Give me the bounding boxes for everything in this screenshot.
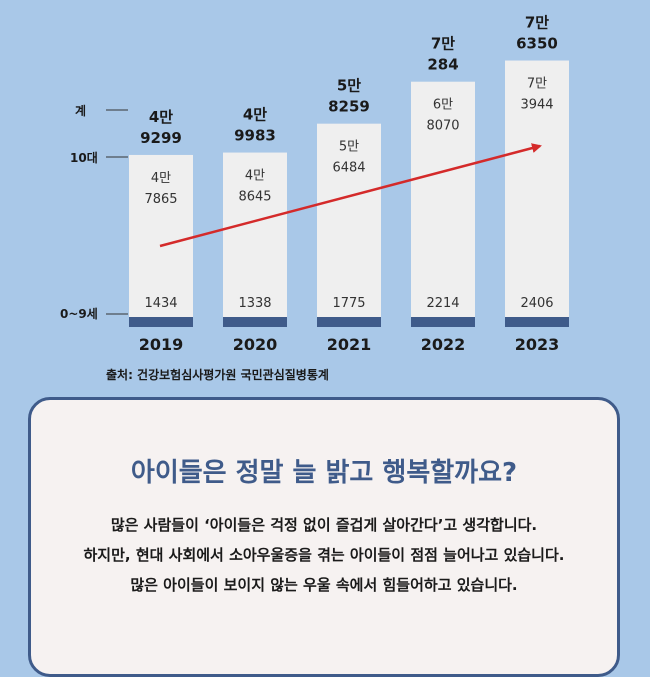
year-label-2023: 2023 [515, 335, 560, 354]
teen-label-line1: 6만 [433, 98, 453, 113]
teen-label-line1: 7만 [527, 77, 547, 92]
year-label-2020: 2020 [233, 335, 278, 354]
trend-arrow [159, 143, 542, 248]
total-label-line2: 284 [427, 56, 458, 74]
source-note: 출처: 건강보험심사평가원 국민관심질병통계 [106, 368, 329, 382]
bar-child-2019 [129, 317, 193, 327]
total-label-line2: 6350 [516, 35, 558, 53]
year-label-2021: 2021 [327, 335, 372, 354]
total-label-line2: 9983 [234, 127, 276, 145]
card-body: 많은 사람들이 ‘아이들은 걱정 없이 즐겁게 살아간다’고 생각합니다. 하지… [31, 510, 617, 600]
card-line: 많은 아이들이 보이지 않는 우울 속에서 힘들어하고 있습니다. [130, 576, 518, 594]
teen-label-line2: 6484 [332, 161, 365, 176]
depression-bar-chart: 계 10대 0~9세 4만 9299 4만 7865 1434 2019 4만 9983 4만 8… [60, 14, 569, 354]
total-label-line1: 4만 [149, 108, 173, 126]
teen-label-line1: 4만 [245, 169, 265, 184]
total-label-line1: 5만 [337, 77, 361, 95]
bar-child-2021 [317, 317, 381, 327]
teen-label-line2: 8645 [238, 190, 271, 205]
total-label-line1: 7만 [431, 35, 455, 53]
total-label-line2: 9299 [140, 129, 182, 147]
bar-teen-2019 [129, 154, 193, 317]
bar-teen-2020 [223, 152, 287, 317]
child-label: 1434 [144, 296, 177, 311]
legend-total-label: 계 [75, 103, 86, 118]
child-label: 1338 [238, 296, 271, 311]
card-title: 아이들은 정말 늘 밝고 행복할까요? [130, 458, 518, 488]
card-line: 많은 사람들이 ‘아이들은 걱정 없이 즐겁게 살아간다’고 생각합니다. [110, 516, 538, 534]
bar-child-2020 [223, 317, 287, 327]
child-label: 2406 [520, 296, 553, 311]
bar-teen-2022 [411, 81, 475, 318]
info-card: 아이들은 정말 늘 밝고 행복할까요? 많은 사람들이 ‘아이들은 걱정 없이 … [28, 397, 620, 677]
legend-teen-label: 10대 [70, 151, 98, 165]
child-label: 1775 [332, 296, 365, 311]
total-label-line1: 4만 [243, 106, 267, 124]
bar-child-2023 [505, 317, 569, 327]
teen-label-line2: 7865 [144, 192, 177, 207]
teen-label-line1: 5만 [339, 140, 359, 155]
year-label-2019: 2019 [139, 335, 184, 354]
year-label-2022: 2022 [421, 335, 466, 354]
bar-teen-2021 [317, 123, 381, 317]
legend: 계 10대 0~9세 [60, 103, 128, 321]
child-label: 2214 [426, 296, 459, 311]
bar-teen-2023 [505, 60, 569, 317]
bar-child-2022 [411, 317, 475, 327]
teen-label-line2: 8070 [426, 119, 459, 134]
teen-label-line2: 3944 [520, 98, 553, 113]
total-label-line1: 7만 [525, 14, 549, 32]
card-line: 하지만, 현대 사회에서 소아우울증을 겪는 아이들이 점점 늘어나고 있습니다… [83, 546, 565, 564]
bars: 4만 9299 4만 7865 1434 2019 4만 9983 4만 8645 1338 2020… [129, 14, 569, 354]
legend-child-label: 0~9세 [60, 306, 98, 321]
teen-label-line1: 4만 [151, 171, 171, 186]
total-label-line2: 8259 [328, 98, 370, 116]
